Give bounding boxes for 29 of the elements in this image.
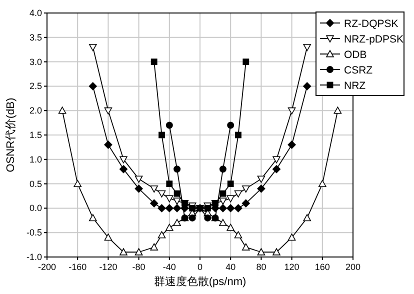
x-tick-label: -160	[68, 262, 87, 272]
y-tick-label: -0.5	[26, 228, 42, 238]
y-tick-label: 0.0	[29, 203, 42, 214]
y-tick-label: 3.0	[29, 56, 42, 67]
x-tick-label: -200	[38, 262, 56, 272]
x-tick-label: 80	[256, 262, 266, 272]
y-tick-label: 3.5	[29, 32, 42, 42]
legend-label: NRZ	[344, 80, 366, 92]
x-tick-label: 40	[226, 262, 236, 272]
x-axis-title: 群速度色散(ps/nm)	[154, 275, 246, 288]
y-tick-label: 0.5	[29, 178, 42, 189]
x-tick-label: 0	[197, 262, 203, 272]
x-tick-label: 120	[284, 262, 300, 272]
legend-label: ODB	[344, 49, 367, 61]
y-tick-label: 2.5	[29, 81, 42, 92]
legend-label: RZ-DQPSK	[344, 18, 398, 30]
x-tick-label: -40	[162, 262, 176, 272]
x-tick-label: -120	[99, 262, 118, 272]
x-tick-label: -80	[132, 262, 146, 272]
legend-label: CSRZ	[344, 64, 374, 76]
y-tick-label: 2.0	[29, 106, 42, 116]
x-tick-label: 200	[345, 262, 361, 272]
y-tick-label: -1.0	[26, 252, 42, 262]
y-tick-label: 1.5	[29, 130, 42, 140]
y-axis-title: OSNR代价(dB)	[5, 98, 17, 172]
x-tick-label: 160	[314, 262, 330, 272]
y-tick-label: 4.0	[29, 8, 42, 18]
legend-label: NRZ-pDPSK	[344, 34, 404, 46]
y-tick-label: 1.0	[29, 154, 42, 164]
